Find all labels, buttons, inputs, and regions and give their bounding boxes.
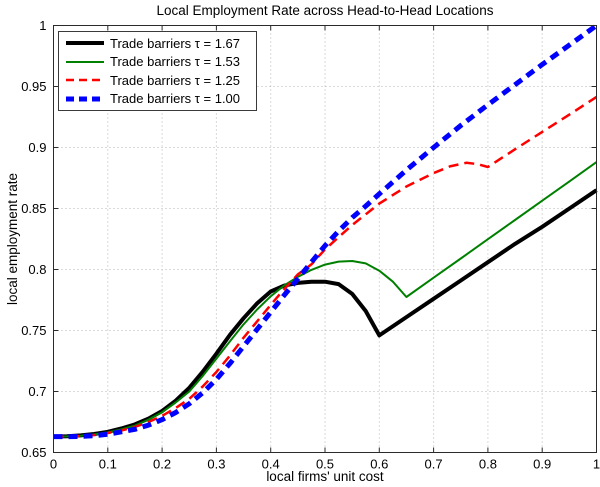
y-tick-label: 0.85: [21, 201, 46, 216]
y-tick-label: 0.9: [28, 140, 46, 155]
series-line-1: [53, 161, 598, 438]
x-tick-label: 0.3: [207, 457, 225, 472]
chart-title: Local Employment Rate across Head-to-Hea…: [156, 3, 494, 18]
x-axis-label: local firms' unit cost: [266, 469, 384, 484]
y-tick-label: 0.65: [21, 445, 46, 460]
y-tick-label: 0.75: [21, 323, 46, 338]
legend-line-sample: [66, 41, 104, 46]
legend-line-sample: [66, 79, 104, 82]
y-tick-label: 1: [39, 18, 46, 33]
x-tick-label: 1: [593, 457, 600, 472]
x-tick-label: 0.9: [533, 457, 551, 472]
y-axis-label: local employment rate: [5, 172, 20, 306]
series-line-2: [53, 95, 598, 438]
y-tick-label: 0.95: [21, 79, 46, 94]
x-tick-label: 0.4: [262, 457, 280, 472]
legend-label: Trade barriers τ = 1.53: [110, 54, 241, 70]
legend-item-1: Trade barriers τ = 1.53: [59, 53, 256, 71]
legend-label: Trade barriers τ = 1.00: [110, 91, 241, 107]
x-tick-label: 0.1: [99, 457, 117, 472]
x-tick-label: 0.7: [425, 457, 443, 472]
x-tick-label: 0: [50, 457, 57, 472]
legend-line-sample: [66, 96, 104, 102]
x-tick-label: 0.6: [370, 457, 388, 472]
y-tick-label: 0.7: [28, 384, 46, 399]
x-tick-label: 0.5: [316, 457, 334, 472]
series-line-0: [53, 188, 598, 439]
legend-box: Trade barriers τ = 1.67 Trade barriers τ …: [58, 31, 257, 111]
legend-label: Trade barriers τ = 1.67: [110, 35, 241, 51]
x-tick-label: 0.8: [479, 457, 497, 472]
legend-item-2: Trade barriers τ = 1.25: [59, 71, 256, 89]
legend-label: Trade barriers τ = 1.25: [110, 72, 241, 88]
legend-item-3: Trade barriers τ = 1.00: [59, 90, 256, 108]
legend-line-sample: [66, 60, 104, 63]
y-tick-label: 0.8: [28, 262, 46, 277]
x-tick-label: 0.2: [153, 457, 171, 472]
legend-item-0: Trade barriers τ = 1.67: [59, 34, 256, 52]
